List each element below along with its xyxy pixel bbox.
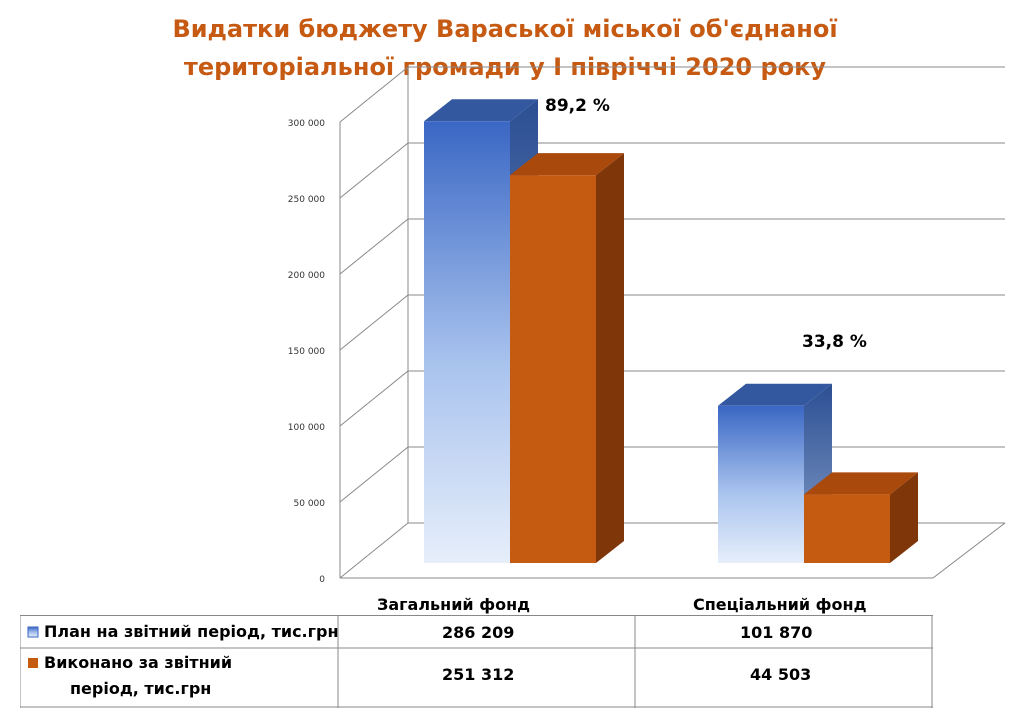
table-row-plan-label: План на звітний період, тис.грн (44, 622, 339, 641)
y-tick-label-6: 300 000 (288, 119, 325, 129)
percent-label-1: 33,8 % (802, 332, 867, 352)
table-row-actual-label: Виконано за звітний (44, 653, 233, 672)
y-tick-label-5: 250 000 (288, 195, 325, 205)
legend-swatch-plan (27, 626, 39, 638)
grid-diag-5 (339, 142, 409, 199)
grid-diag-6 (339, 66, 409, 123)
percent-label-0: 89,2 % (545, 96, 610, 116)
bar-actual-1-top (804, 472, 918, 495)
bar-plan-0-top (424, 99, 538, 122)
bar-actual-0 (510, 175, 596, 563)
y-tick-label-0: 0 (319, 575, 325, 585)
bars (424, 99, 918, 563)
data-table: Загальний фонд Спеціальний фонд План на … (20, 595, 933, 708)
bar-actual-0-top (510, 153, 624, 176)
chart-title-line1: Видатки бюджету Вараської міської об'єдн… (172, 15, 838, 43)
bar-plan-0 (424, 121, 510, 563)
table-grid (20, 616, 933, 708)
grid-diag-1 (339, 446, 409, 503)
y-tick-label-2: 100 000 (288, 423, 325, 433)
y-tick-label-4: 200 000 (288, 271, 325, 281)
table-header-general: Загальний фонд (377, 595, 531, 614)
y-tick-label-3: 150 000 (288, 347, 325, 357)
percent-labels: 89,2 % 33,8 % (545, 96, 867, 352)
y-axis: 0 50 000 100 000 150 000 200 000 250 000 300 0… (288, 119, 325, 585)
bar-plan-1 (718, 405, 804, 563)
bar-actual-1 (804, 494, 890, 563)
grid-diag-3 (339, 294, 409, 351)
table-cell-plan-general: 286 209 (442, 623, 515, 642)
legend-swatch-actual (28, 658, 38, 668)
table-cell-plan-special: 101 870 (740, 623, 813, 642)
floor-right-edge (932, 522, 1006, 579)
table-cell-actual-general: 251 312 (442, 665, 515, 684)
y-tick-label-1: 50 000 (294, 499, 326, 509)
grid-diag-2 (339, 370, 409, 427)
table-header-special: Спеціальний фонд (693, 595, 867, 614)
table-row-actual-label-line2: період, тис.грн (70, 679, 212, 698)
table-cell-actual-special: 44 503 (750, 665, 812, 684)
bar-actual-1-side (890, 472, 918, 563)
bar-actual-0-side (596, 153, 624, 563)
grid-diag-4 (339, 218, 409, 275)
grid-diag-0 (339, 522, 409, 579)
bar-plan-1-top (718, 383, 832, 406)
